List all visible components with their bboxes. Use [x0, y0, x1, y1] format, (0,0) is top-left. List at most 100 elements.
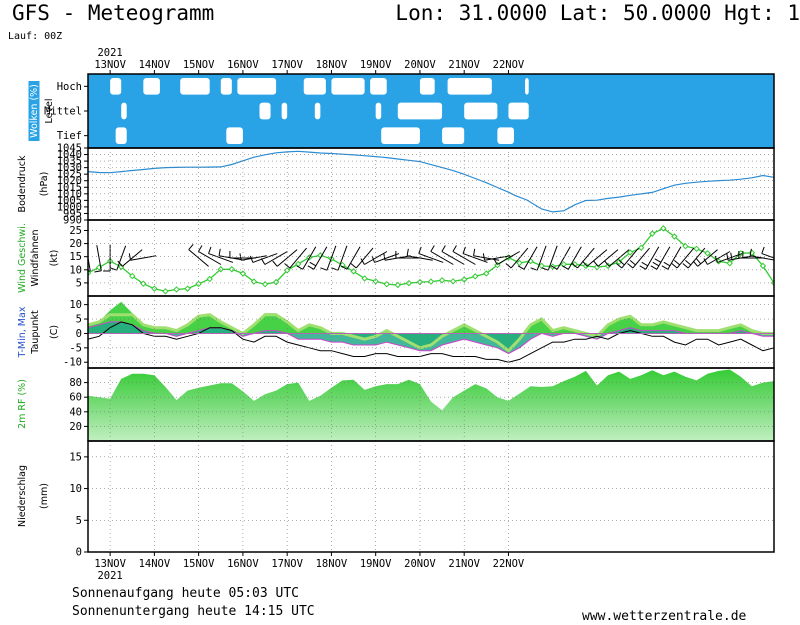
wind-speed-point [638, 244, 645, 251]
wind-barb [418, 253, 444, 263]
wind-barb-feather [296, 265, 304, 270]
cloud-clear-segment [508, 102, 529, 120]
temperature-unit-group: (C) [49, 325, 60, 339]
y-tick-label: 0 [76, 328, 82, 340]
wind-speed-point [217, 266, 224, 273]
clouds-ylabel-group: Wolken (%) [28, 81, 40, 141]
wind-barb-feather [692, 260, 699, 267]
wind-barb-feather [340, 265, 348, 270]
y-tick-label: 25 [69, 225, 82, 237]
temperature-ylabel-group: T-Min, Max [17, 306, 28, 358]
wind-speed-point [626, 249, 634, 256]
cloud-clear-segment [281, 102, 288, 120]
x-tick-label-bottom: 17NOV [271, 558, 303, 570]
wind-barb-feather [109, 267, 117, 271]
wind-barb-feather [430, 245, 435, 252]
wind-barb-feather [462, 246, 466, 254]
wind-barb [374, 253, 400, 263]
wind-barb-feather [627, 263, 634, 269]
cloud-clear-segment [464, 102, 498, 120]
wind-barb-feather [482, 253, 486, 261]
wind-barb [441, 251, 465, 265]
wind-barb [577, 247, 595, 269]
x-tick-label-bottom: 15NOV [183, 558, 215, 570]
x-tick-label-bottom: 21NOV [448, 558, 480, 570]
wind-barb-feather [685, 260, 692, 266]
x-tick-label-top: 21NOV [448, 59, 480, 71]
wind-barb-feather [550, 265, 558, 270]
wind-barb-feather [562, 265, 569, 270]
source-link[interactable]: www.wetterzentrale.de [582, 609, 747, 624]
wind-speed-point [140, 280, 147, 287]
cloud-clear-segment [115, 127, 127, 144]
cloud-clear-segment [180, 78, 210, 95]
cloud-level-label: Mittel [44, 106, 82, 118]
wind-barb-feather [726, 253, 729, 261]
sunrise-text: Sonnenaufgang heute 05:03 UTC [72, 586, 299, 601]
wind-speed-point [195, 280, 202, 288]
cloud-clear-segment [497, 127, 514, 144]
y-tick-label: 1000 [57, 201, 82, 213]
wind-barb-feather [350, 263, 357, 269]
location-coordinates: Lon: 31.0000 Lat: 50.0000 Hgt: 1 [395, 1, 800, 25]
y-tick-label: 5 [76, 314, 82, 326]
wind-speed-point [416, 278, 424, 286]
x-tick-label-top: 13NOV [94, 59, 126, 71]
cloud-clear-segment [375, 102, 382, 120]
wind-barb [121, 249, 143, 267]
wind-barb-feather [320, 267, 328, 271]
wind-barb-feather [406, 248, 409, 256]
wind-barb-feather [714, 255, 718, 263]
y-tick-label: 60 [69, 392, 82, 404]
wind-barb [656, 246, 671, 270]
tmax-highlight [88, 313, 774, 353]
wind-speed-point [372, 278, 379, 285]
wind-barb [761, 253, 774, 259]
windbarb-ylabel-group: Windfahnen [30, 230, 41, 287]
wind-barb [337, 245, 348, 271]
wind-barb [276, 249, 298, 267]
model-run: Lauf: 00Z [8, 31, 63, 42]
wind-barb [208, 253, 234, 263]
wind-barb [496, 251, 520, 265]
wind-barb [430, 251, 454, 265]
wind-barb [313, 246, 328, 270]
x-tick-label-bottom: 16NOV [227, 558, 259, 570]
wind-barb [750, 255, 774, 261]
wind-barb [717, 253, 743, 263]
wind-barb [547, 245, 558, 271]
wind-barb [252, 253, 278, 263]
y-tick-label: 5 [76, 277, 82, 289]
pressure-line [88, 150, 774, 213]
wind-barb-feather [641, 261, 649, 267]
dewpoint-line [88, 321, 774, 363]
wind-barb-feather [541, 267, 549, 271]
y-tick-label: 1020 [57, 175, 82, 187]
y-tick-label: 1005 [57, 195, 82, 207]
y-tick-label: 1010 [57, 188, 82, 200]
temperature-ylabel: T-Min, Max [17, 306, 28, 358]
wind-unit: (kt) [49, 250, 60, 267]
clouds-level-ylabel: Level [44, 98, 55, 123]
wind-barb-feather [661, 265, 669, 270]
wind-speed-point [472, 273, 479, 280]
wind-speed-point [682, 242, 689, 250]
wind-barb [707, 251, 731, 265]
wind-barb-feather [208, 246, 212, 254]
cloud-clear-segment [370, 78, 387, 95]
cloud-clear-segment [226, 127, 243, 144]
wind-barb [355, 247, 374, 269]
cloud-clear-segment [121, 102, 127, 120]
wind-barb [88, 255, 91, 271]
pressure-unit: (hPa) [39, 172, 50, 197]
wind-barb [364, 251, 388, 265]
cloud-clear-segment [303, 78, 326, 95]
wind-speed-point [361, 275, 368, 282]
wind-barb [667, 246, 682, 270]
cloud-clear-segment [143, 78, 160, 95]
wind-barb [241, 255, 267, 261]
page-title: GFS - Meteogramm [12, 1, 215, 25]
wind-barb [608, 249, 630, 267]
sunset-text: Sonnenuntergang heute 14:15 UTC [72, 604, 315, 619]
